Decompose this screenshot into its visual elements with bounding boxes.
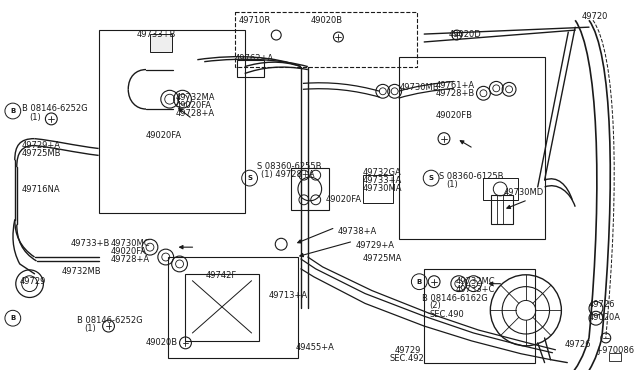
- Text: S: S: [247, 175, 252, 181]
- Text: 49726: 49726: [589, 301, 616, 310]
- Text: 49020FB: 49020FB: [436, 111, 473, 120]
- Text: (1): (1): [84, 324, 95, 333]
- Text: 49729: 49729: [395, 346, 421, 355]
- Bar: [168, 257, 298, 357]
- Text: 49729+A: 49729+A: [355, 241, 394, 250]
- Text: SEC.490: SEC.490: [429, 310, 464, 319]
- Text: SEC.492: SEC.492: [390, 354, 424, 363]
- Text: 49020B: 49020B: [311, 16, 343, 25]
- Text: 49730MC: 49730MC: [111, 239, 150, 248]
- Text: (1): (1): [446, 180, 458, 189]
- Text: 49455+A: 49455+A: [296, 343, 335, 352]
- Text: 49020B: 49020B: [146, 338, 178, 347]
- Text: B: B: [417, 279, 422, 285]
- Text: 49762+A: 49762+A: [235, 54, 274, 63]
- Text: 49720: 49720: [582, 12, 609, 21]
- Text: (1) 49728+A: (1) 49728+A: [262, 170, 315, 179]
- Text: 49725MA: 49725MA: [363, 254, 403, 263]
- Text: 49020A: 49020A: [589, 313, 621, 322]
- Text: S: S: [429, 175, 434, 181]
- Text: 49738+A: 49738+A: [337, 227, 377, 237]
- Text: S 08360-6125B: S 08360-6125B: [439, 172, 504, 181]
- Text: 49728+A: 49728+A: [111, 255, 150, 264]
- Bar: [492, 195, 513, 224]
- Text: 49713+A: 49713+A: [268, 291, 307, 299]
- Text: 49733+B: 49733+B: [136, 30, 175, 39]
- Text: B: B: [10, 108, 15, 114]
- Text: S 08360-6255B: S 08360-6255B: [257, 162, 321, 171]
- Bar: [424, 269, 535, 363]
- Bar: [186, 274, 259, 341]
- Bar: [363, 175, 393, 203]
- Text: 49730MD: 49730MD: [503, 188, 543, 197]
- Bar: [483, 178, 518, 200]
- Bar: [609, 353, 621, 360]
- Text: 49742F: 49742F: [205, 271, 236, 280]
- Text: 49729+A: 49729+A: [22, 141, 61, 150]
- Text: 49020FA: 49020FA: [175, 101, 212, 110]
- Text: 49732MA: 49732MA: [175, 93, 215, 102]
- Text: 49733+A: 49733+A: [363, 176, 403, 185]
- Bar: [399, 57, 545, 239]
- Text: 49726: 49726: [564, 340, 591, 349]
- Text: 49733+C: 49733+C: [456, 285, 495, 294]
- Text: 49732MB: 49732MB: [61, 267, 100, 276]
- Bar: [99, 30, 244, 213]
- Text: 49733+B: 49733+B: [71, 239, 111, 248]
- Text: 49710R: 49710R: [239, 16, 271, 25]
- Text: 49020D: 49020D: [449, 30, 482, 39]
- Text: 49020FA: 49020FA: [146, 131, 182, 140]
- Text: B 08146-6252G: B 08146-6252G: [77, 316, 143, 325]
- Bar: [150, 34, 172, 52]
- Text: 49729: 49729: [20, 277, 46, 286]
- Text: 49761+A: 49761+A: [436, 81, 476, 90]
- Text: B 08146-6252G: B 08146-6252G: [22, 104, 87, 113]
- Text: 49716NA: 49716NA: [22, 185, 60, 194]
- Bar: [291, 168, 328, 210]
- Text: B: B: [10, 315, 15, 321]
- Text: J-970086: J-970086: [597, 346, 634, 355]
- Text: 49730MA: 49730MA: [363, 184, 403, 193]
- Text: 49725MB: 49725MB: [22, 148, 61, 157]
- Text: 49728+B: 49728+B: [436, 89, 476, 98]
- Text: B 08146-6162G: B 08146-6162G: [422, 294, 488, 302]
- Text: (1): (1): [29, 113, 42, 122]
- Bar: [235, 12, 417, 67]
- Text: 49730MB: 49730MB: [399, 83, 439, 92]
- Text: 49728+A: 49728+A: [175, 109, 215, 118]
- Text: 49020FA: 49020FA: [326, 195, 362, 204]
- Text: (2): (2): [429, 301, 441, 310]
- Bar: [237, 60, 264, 77]
- Text: 49732MC: 49732MC: [456, 277, 495, 286]
- Text: 49020FA: 49020FA: [111, 247, 147, 256]
- Text: 49732GA: 49732GA: [363, 168, 402, 177]
